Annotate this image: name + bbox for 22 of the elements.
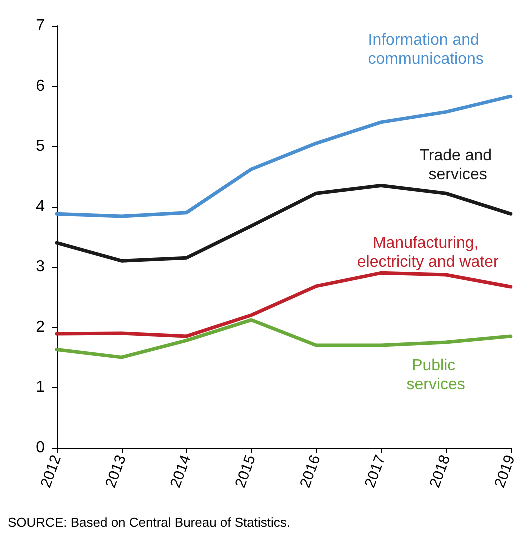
y-tick-label: 6 xyxy=(36,78,46,95)
x-tick-label: 2017 xyxy=(362,453,390,490)
series-label: Manufacturing, electricity and water xyxy=(357,234,500,271)
y-tick-label: 7 xyxy=(36,18,46,34)
x-tick-label: 2014 xyxy=(167,453,195,490)
y-tick-label: 4 xyxy=(36,198,46,216)
series-label: Trade and services xyxy=(420,148,496,184)
text: Information and communications xyxy=(368,32,484,68)
y-tick-label: 3 xyxy=(36,258,46,276)
line-series xyxy=(55,318,513,360)
y-tick-label: 1 xyxy=(36,379,46,396)
x-tick-label: 2015 xyxy=(232,453,260,490)
x-tick-label: 2016 xyxy=(296,453,324,490)
x-tick-label: 2019 xyxy=(492,453,519,490)
line-series xyxy=(55,271,513,338)
y-tick-label: 2 xyxy=(36,318,46,336)
x-tick-label: 2013 xyxy=(102,453,130,490)
x-tick-label: 2018 xyxy=(426,453,454,490)
y-tick-label: 5 xyxy=(36,138,46,156)
source-note: SOURCE: Based on Central Bureau of Statistics. xyxy=(8,515,291,530)
series-label: Public services xyxy=(406,358,466,394)
line-series xyxy=(55,94,513,218)
